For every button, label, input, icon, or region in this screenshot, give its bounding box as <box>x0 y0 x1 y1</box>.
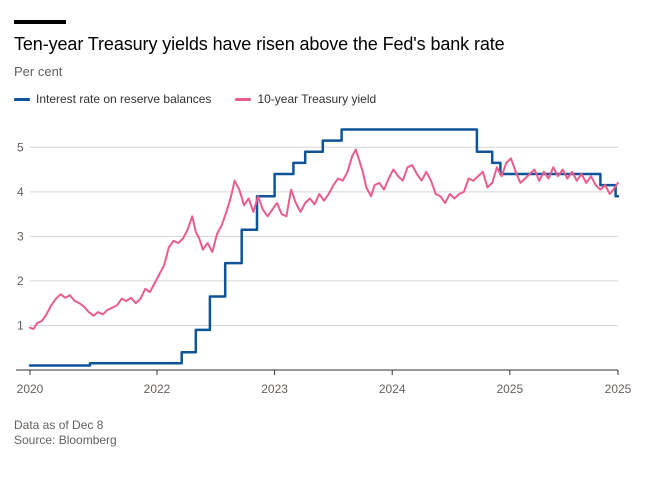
x-tick-label: 2024 <box>379 382 406 396</box>
legend-item-reserve-rate: Interest rate on reserve balances <box>14 92 211 106</box>
y-tick-label: 1 <box>17 318 24 332</box>
source-note: Source: Bloomberg <box>14 433 117 447</box>
legend: Interest rate on reserve balances 10-yea… <box>14 92 400 106</box>
legend-swatch-reserve-rate <box>14 97 30 101</box>
series-line-reserve-rate <box>28 128 620 367</box>
x-tick-label: 2020 <box>17 382 44 396</box>
x-tick-label: 2023 <box>261 382 288 396</box>
legend-item-treasury: 10-year Treasury yield <box>235 92 376 106</box>
x-tick-label: 2022 <box>144 382 171 396</box>
y-tick-label: 2 <box>17 274 24 288</box>
y-tick-label: 5 <box>17 140 24 154</box>
chart-title: Ten-year Treasury yields have risen abov… <box>14 34 505 54</box>
x-tick-label: 2025 <box>496 382 523 396</box>
series-line-treasury <box>29 148 619 330</box>
x-tick-label: 2025 <box>605 382 632 396</box>
y-tick-label: 4 <box>17 185 24 199</box>
y-tick-label: 3 <box>17 229 24 243</box>
chart-subtitle: Per cent <box>14 64 63 79</box>
data-note: Data as of Dec 8 <box>14 418 104 432</box>
footer: Data as of Dec 8 Source: Bloomberg <box>14 418 117 448</box>
header-rule <box>14 20 66 24</box>
legend-swatch-treasury <box>235 97 252 101</box>
legend-label-reserve-rate: Interest rate on reserve balances <box>36 92 212 106</box>
legend-label-treasury: 10-year Treasury yield <box>257 92 377 106</box>
